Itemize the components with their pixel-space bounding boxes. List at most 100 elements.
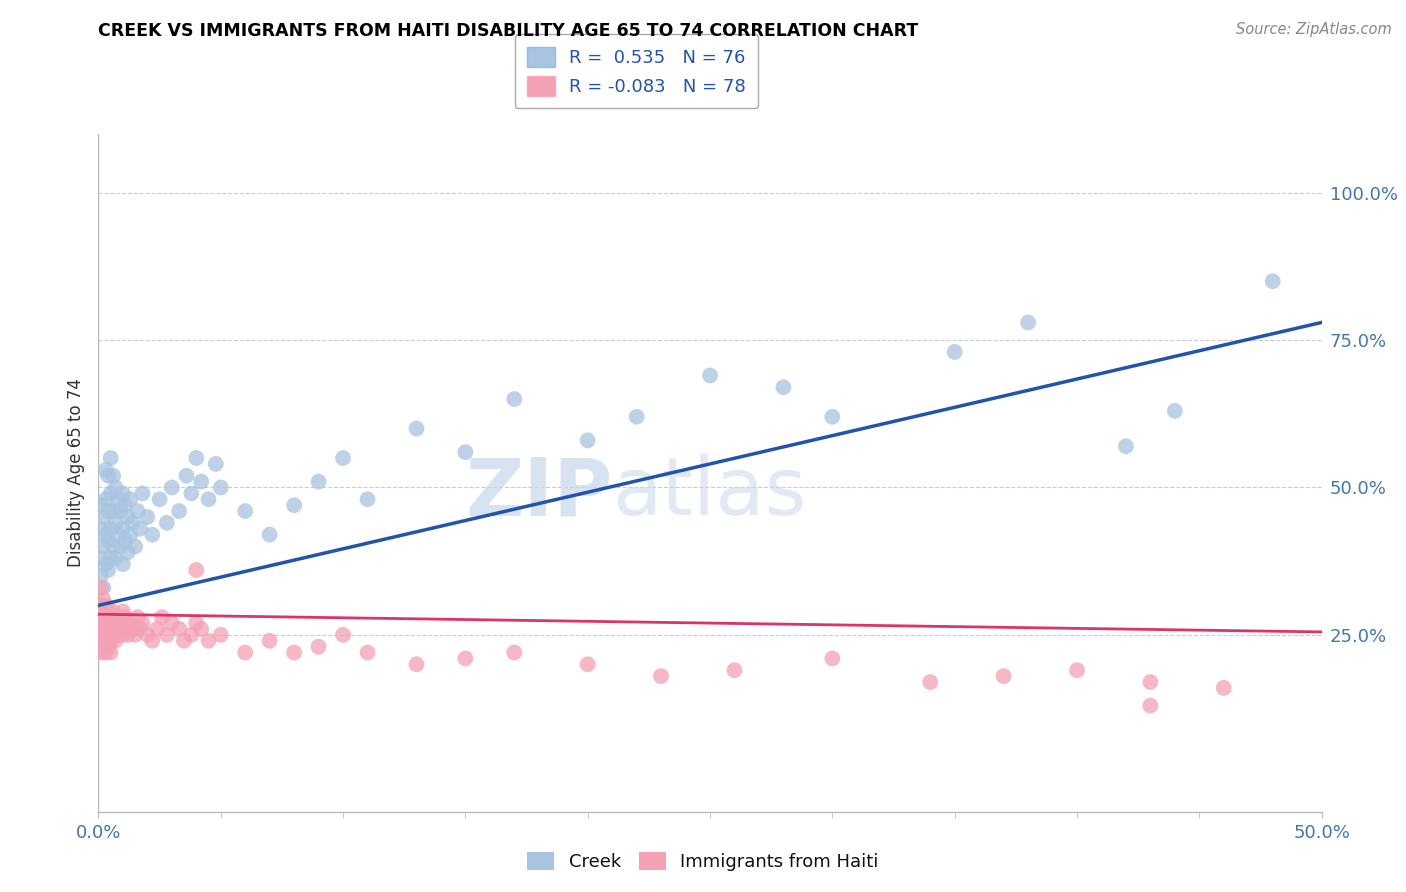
- Point: [111, 628, 134, 642]
- Point: [190, 475, 212, 489]
- Point: [97, 604, 120, 618]
- Point: [90, 498, 112, 512]
- Point: [626, 409, 648, 424]
- Point: [111, 604, 134, 618]
- Point: [160, 616, 183, 631]
- Point: [91, 616, 114, 631]
- Point: [1017, 315, 1039, 329]
- Point: [149, 492, 172, 507]
- Point: [167, 622, 190, 636]
- Point: [1212, 681, 1234, 695]
- Point: [111, 486, 134, 500]
- Point: [283, 646, 305, 660]
- Point: [920, 675, 942, 690]
- Point: [209, 481, 232, 495]
- Text: atlas: atlas: [612, 454, 807, 533]
- Point: [114, 533, 136, 548]
- Point: [332, 450, 354, 465]
- Point: [90, 569, 112, 583]
- Point: [110, 610, 132, 624]
- Point: [91, 581, 114, 595]
- Point: [454, 651, 477, 665]
- Point: [129, 522, 152, 536]
- Point: [503, 646, 526, 660]
- Point: [94, 599, 117, 613]
- Point: [129, 622, 152, 636]
- Point: [120, 527, 142, 541]
- Point: [97, 533, 120, 548]
- Point: [104, 551, 127, 566]
- Point: [91, 592, 114, 607]
- Point: [308, 475, 330, 489]
- Point: [104, 481, 127, 495]
- Point: [97, 640, 120, 654]
- Point: [167, 504, 190, 518]
- Point: [104, 610, 127, 624]
- Point: [97, 468, 120, 483]
- Point: [97, 563, 120, 577]
- Point: [356, 492, 378, 507]
- Point: [90, 622, 112, 636]
- Point: [173, 633, 195, 648]
- Point: [111, 557, 134, 571]
- Point: [233, 646, 256, 660]
- Point: [91, 540, 114, 554]
- Point: [576, 657, 599, 672]
- Point: [723, 663, 745, 677]
- Point: [114, 610, 136, 624]
- Point: [233, 504, 256, 518]
- Point: [111, 522, 134, 536]
- Point: [1261, 274, 1284, 288]
- Point: [1164, 404, 1187, 418]
- Point: [90, 599, 112, 613]
- Point: [332, 628, 354, 642]
- Point: [150, 610, 173, 624]
- Point: [117, 510, 139, 524]
- Text: Source: ZipAtlas.com: Source: ZipAtlas.com: [1236, 22, 1392, 37]
- Point: [197, 633, 219, 648]
- Point: [993, 669, 1015, 683]
- Point: [100, 450, 122, 465]
- Point: [94, 633, 117, 648]
- Point: [90, 551, 112, 566]
- Point: [90, 646, 112, 660]
- Point: [821, 409, 844, 424]
- Point: [101, 628, 124, 642]
- Point: [124, 628, 146, 642]
- Point: [650, 669, 672, 683]
- Point: [176, 468, 198, 483]
- Point: [100, 646, 122, 660]
- Point: [772, 380, 794, 394]
- Point: [127, 504, 149, 518]
- Point: [186, 616, 208, 631]
- Point: [1139, 698, 1161, 713]
- Point: [141, 633, 163, 648]
- Point: [209, 628, 232, 642]
- Point: [97, 504, 120, 518]
- Point: [1115, 439, 1137, 453]
- Point: [90, 599, 112, 613]
- Point: [121, 516, 143, 530]
- Point: [259, 527, 281, 541]
- Y-axis label: Disability Age 65 to 74: Disability Age 65 to 74: [66, 378, 84, 567]
- Point: [91, 628, 114, 642]
- Point: [90, 610, 112, 624]
- Point: [104, 516, 127, 530]
- Point: [107, 628, 129, 642]
- Point: [100, 522, 122, 536]
- Point: [156, 628, 179, 642]
- Point: [91, 510, 114, 524]
- Point: [1139, 675, 1161, 690]
- Point: [576, 434, 599, 448]
- Point: [124, 540, 146, 554]
- Point: [110, 504, 132, 518]
- Point: [101, 604, 124, 618]
- Point: [90, 581, 112, 595]
- Point: [101, 616, 124, 631]
- Point: [104, 622, 127, 636]
- Legend: Creek, Immigrants from Haiti: Creek, Immigrants from Haiti: [520, 845, 886, 879]
- Point: [146, 622, 169, 636]
- Point: [131, 486, 153, 500]
- Point: [160, 481, 183, 495]
- Point: [114, 622, 136, 636]
